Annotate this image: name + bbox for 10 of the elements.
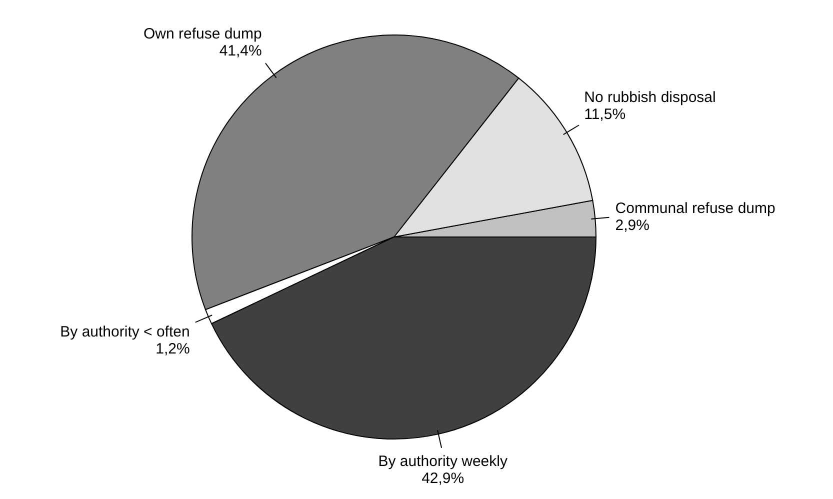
data-label: 11,5% bbox=[584, 106, 626, 123]
data-label: 42,9% bbox=[422, 470, 464, 487]
slice-label: By authority weekly bbox=[378, 452, 508, 470]
slice-label: No rubbish disposal bbox=[584, 88, 716, 106]
data-label: 2,9% bbox=[615, 216, 650, 234]
slice-label: Communal refuse dump bbox=[615, 200, 776, 217]
slice-label: Own refuse dump bbox=[143, 25, 262, 42]
slice-label: By authority < often bbox=[60, 324, 190, 341]
data-label: 1,2% bbox=[156, 340, 190, 358]
data-label: 41,4% bbox=[219, 42, 262, 60]
